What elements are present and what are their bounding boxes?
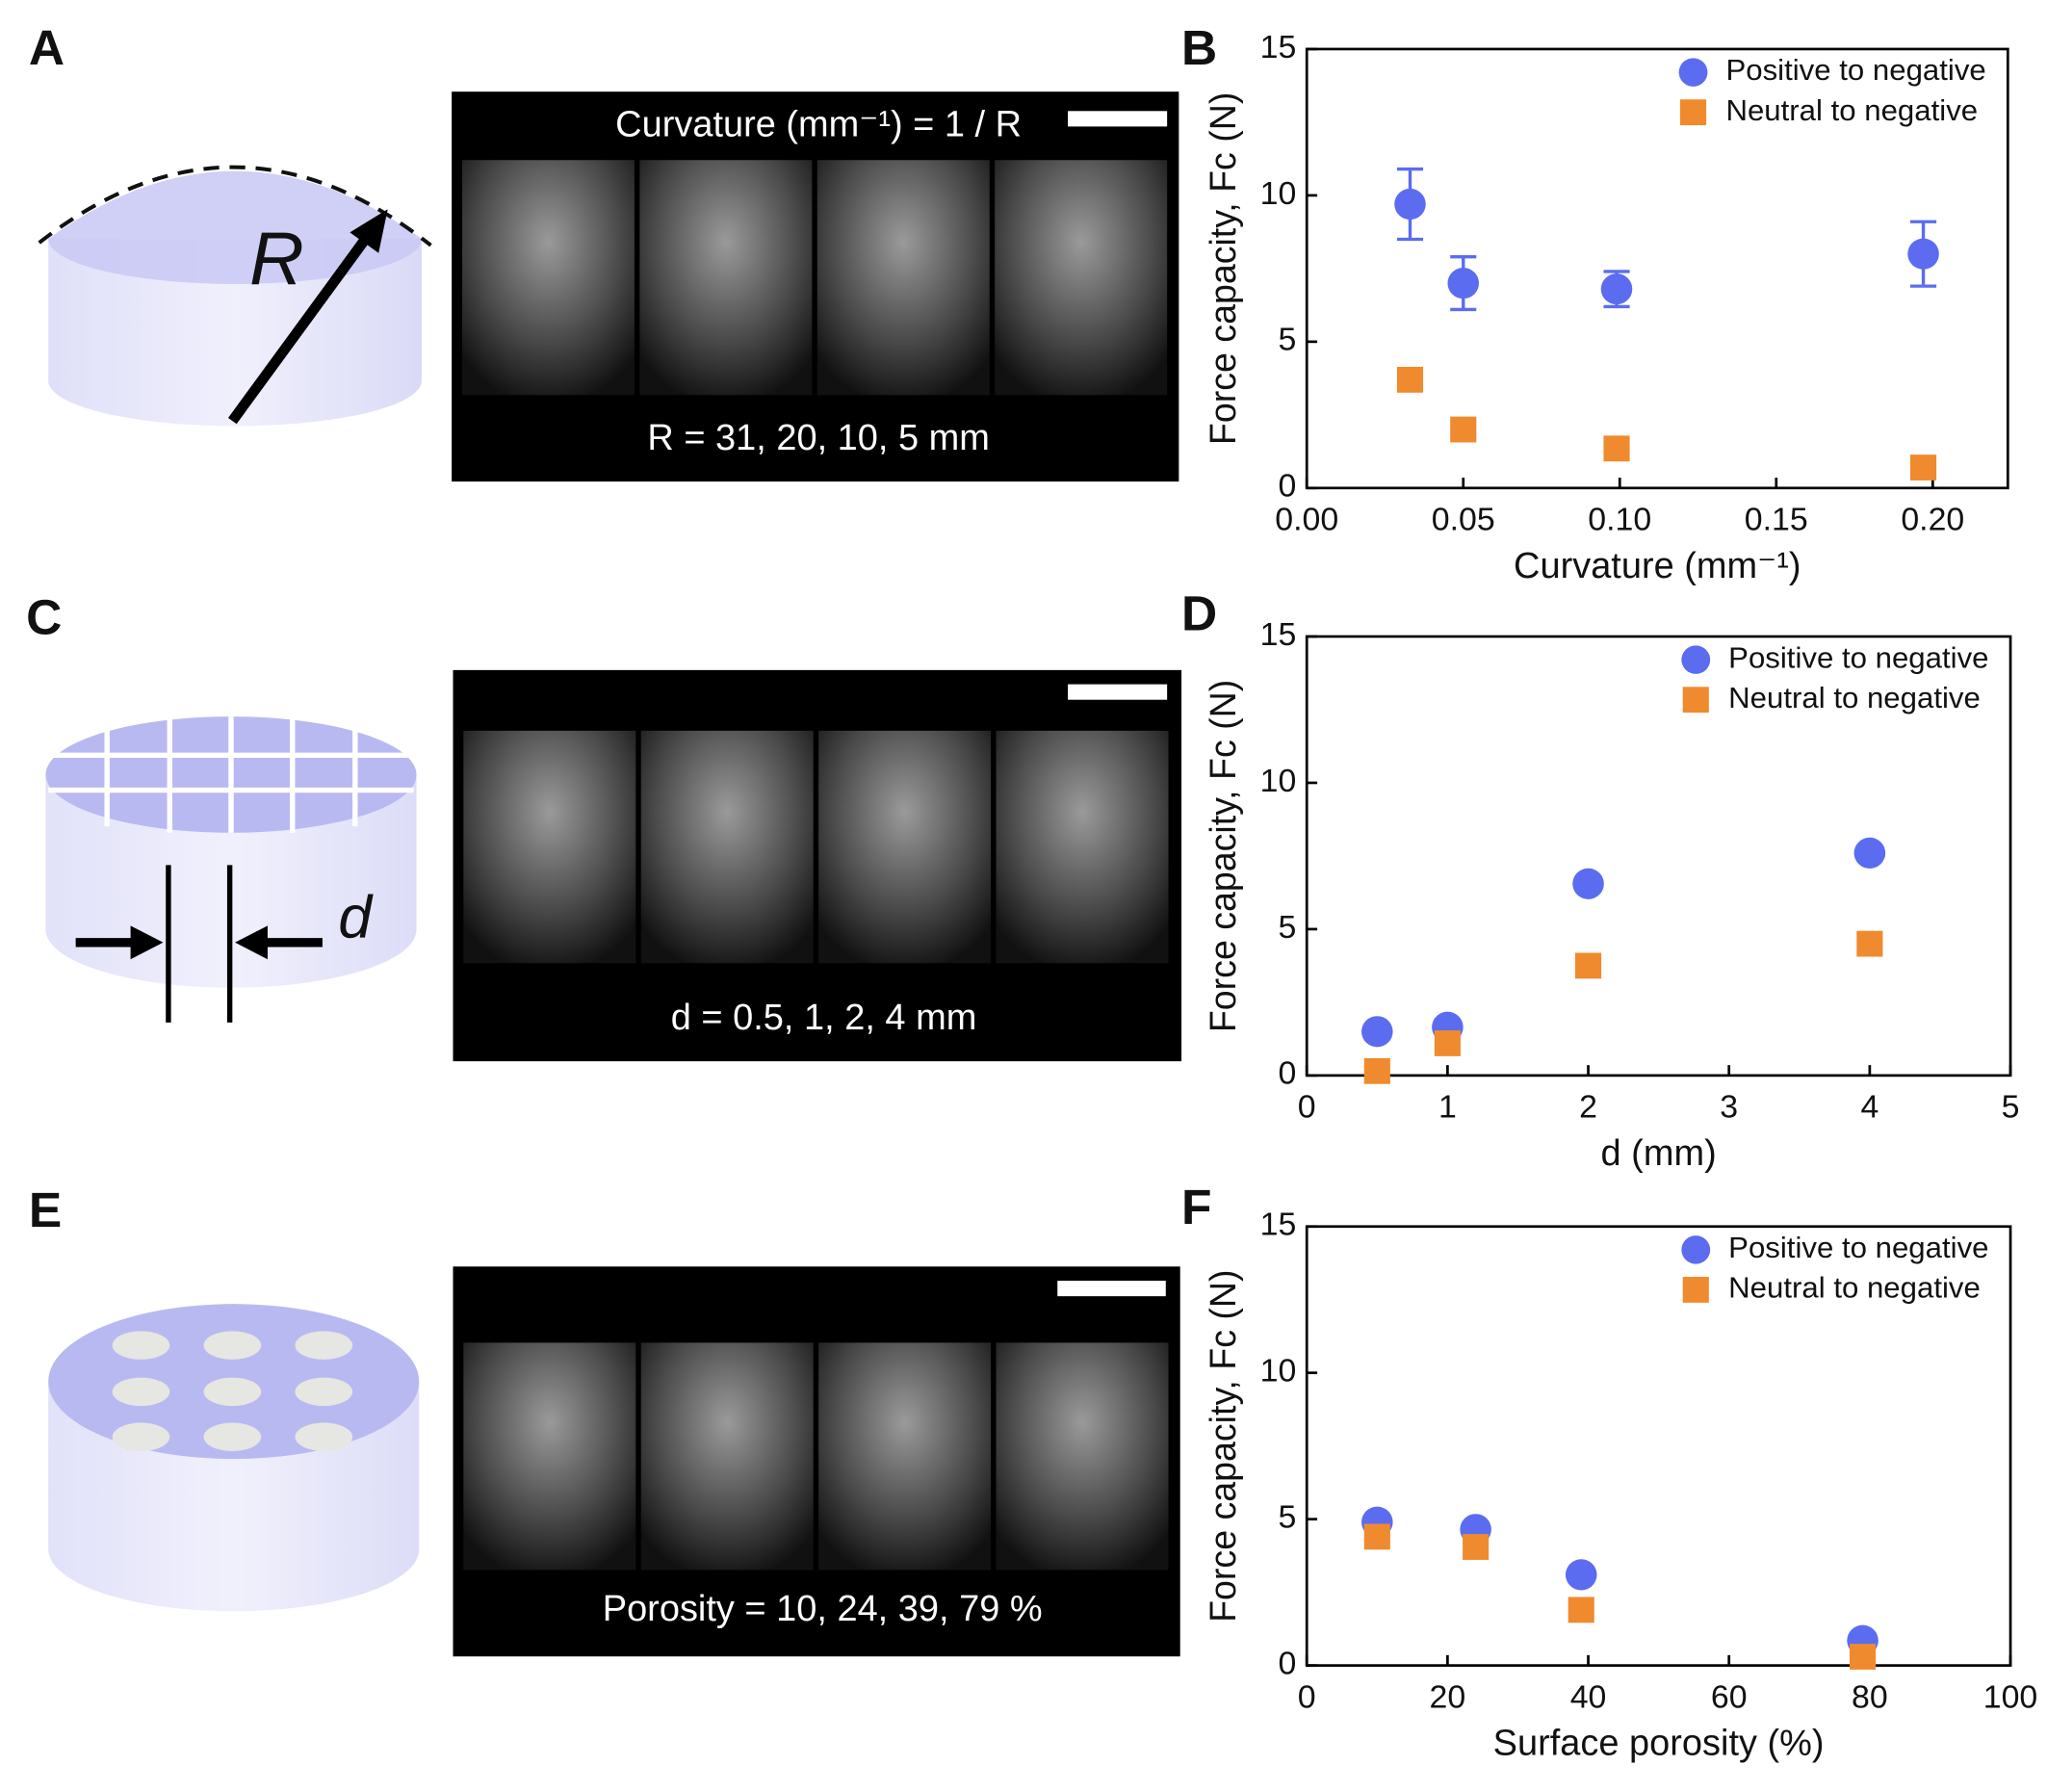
marker — [1568, 1597, 1594, 1623]
y-tick-label: 5 — [1279, 322, 1297, 358]
panel-label: E — [29, 1182, 62, 1237]
x-tick-label: 40 — [1570, 1678, 1607, 1715]
x-tick-label: 0 — [1298, 1678, 1316, 1715]
marker — [1396, 366, 1424, 393]
plot-frame — [1305, 1225, 2012, 1667]
legend-marker — [1681, 1235, 1711, 1264]
marker — [1600, 273, 1633, 305]
marker — [1856, 930, 1883, 957]
legend-marker — [1678, 58, 1708, 87]
x-axis-label: d (mm) — [1601, 1132, 1717, 1173]
marker — [1574, 952, 1602, 979]
x-tick-label: 20 — [1430, 1678, 1466, 1715]
diagram-label: d — [338, 885, 374, 951]
legend-marker — [1682, 687, 1709, 714]
marker — [1907, 238, 1939, 270]
diagram-e — [48, 1304, 420, 1612]
diagram-label: R — [249, 217, 304, 301]
y-tick-label: 15 — [1260, 616, 1297, 653]
x-axis-label: Surface porosity (%) — [1493, 1723, 1825, 1763]
photo-caption: R = 31, 20, 10, 5 mm — [647, 417, 990, 457]
legend-label: Positive to negative — [1728, 1231, 1988, 1264]
x-tick-label: 0 — [1298, 1089, 1316, 1126]
y-tick-label: 10 — [1260, 763, 1297, 799]
y-axis-label: Force capacity, Fc (N) — [1203, 92, 1243, 445]
legend-marker — [1682, 1277, 1709, 1303]
diagram-a: R — [38, 165, 432, 427]
marker — [1603, 435, 1630, 462]
y-tick-label: 15 — [1260, 29, 1297, 65]
legend-marker — [1680, 99, 1707, 126]
x-tick-label: 60 — [1711, 1678, 1748, 1715]
y-axis-label: Force capacity, Fc (N) — [1203, 1269, 1243, 1622]
x-tick-label: 0.10 — [1588, 502, 1651, 538]
x-tick-label: 4 — [1860, 1089, 1879, 1126]
marker — [1447, 267, 1480, 299]
y-tick-label: 0 — [1279, 468, 1297, 505]
y-tick-label: 5 — [1279, 1499, 1297, 1536]
x-tick-label: 0.15 — [1745, 502, 1808, 538]
legend-label: Positive to negative — [1728, 640, 1988, 674]
panel-label: A — [29, 20, 65, 75]
legend-label: Neutral to negative — [1728, 1271, 1981, 1305]
x-tick-label: 100 — [1983, 1678, 2038, 1715]
plot-frame — [1305, 47, 2009, 490]
photo-caption: Curvature (mm⁻¹) = 1 / R — [615, 103, 1022, 143]
legend-label: Neutral to negative — [1728, 681, 1981, 714]
marker — [1565, 1559, 1597, 1591]
legend-marker — [1681, 645, 1711, 674]
y-tick-label: 0 — [1279, 1055, 1297, 1092]
y-tick-label: 10 — [1260, 1353, 1297, 1389]
y-axis-label: Force capacity, Fc (N) — [1203, 680, 1243, 1032]
x-tick-label: 5 — [2002, 1089, 2020, 1126]
photo-c: d = 0.5, 1, 2, 4 mm — [453, 669, 1182, 1062]
panel-label: F — [1181, 1180, 1211, 1234]
legend-label: Positive to negative — [1725, 53, 1985, 87]
panel-label: C — [26, 590, 62, 645]
photo-caption: Porosity = 10, 24, 39, 79 % — [603, 1588, 1043, 1628]
marker — [1361, 1016, 1393, 1048]
photo-caption: d = 0.5, 1, 2, 4 mm — [671, 997, 977, 1037]
x-tick-label: 80 — [1852, 1678, 1888, 1715]
x-tick-label: 0.05 — [1432, 502, 1495, 538]
y-tick-label: 5 — [1279, 909, 1297, 946]
marker — [1450, 416, 1477, 443]
marker — [1394, 188, 1426, 221]
marker — [1572, 868, 1604, 899]
x-tick-label: 3 — [1720, 1089, 1738, 1126]
y-tick-label: 10 — [1260, 175, 1297, 212]
photo-a: Curvature (mm⁻¹) = 1 / R R = 31, 20, 10,… — [452, 91, 1179, 482]
y-tick-label: 15 — [1260, 1207, 1297, 1243]
marker — [1363, 1523, 1390, 1550]
plot-frame — [1305, 635, 2012, 1078]
marker — [1853, 837, 1886, 869]
legend-label: Neutral to negative — [1725, 93, 1978, 127]
x-axis-label: Curvature (mm⁻¹) — [1514, 545, 1801, 585]
marker — [1850, 1644, 1877, 1670]
panel-label: B — [1181, 20, 1217, 75]
panel-label: D — [1181, 586, 1217, 641]
photo-e: Porosity = 10, 24, 39, 79 % — [453, 1266, 1180, 1657]
x-tick-label: 1 — [1438, 1089, 1457, 1126]
marker — [1363, 1057, 1390, 1084]
y-tick-label: 0 — [1279, 1646, 1297, 1682]
x-tick-label: 0.20 — [1901, 502, 1964, 538]
x-tick-label: 2 — [1579, 1089, 1597, 1126]
diagram-c: d — [45, 716, 417, 1023]
marker — [1463, 1534, 1490, 1560]
x-tick-label: 0.00 — [1275, 502, 1338, 538]
marker — [1434, 1030, 1461, 1056]
marker — [1910, 454, 1937, 480]
